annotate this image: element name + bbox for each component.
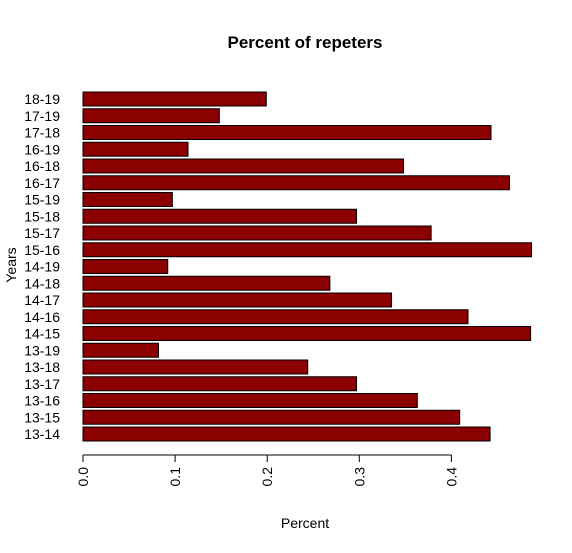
y-tick-label: 17-19 [24, 108, 60, 124]
y-tick-label: 13-14 [24, 426, 60, 442]
y-tick-label: 16-17 [24, 175, 60, 191]
bar-14-17 [82, 292, 393, 308]
y-tick-label: 15-19 [24, 192, 60, 208]
bar-13-14 [82, 426, 491, 442]
bar-15-17 [82, 225, 432, 241]
x-tick-label: 0.1 [167, 467, 183, 487]
bar-15-19 [82, 192, 173, 207]
x-axis-label: Percent [281, 515, 329, 531]
y-tick-label: 14-19 [24, 259, 60, 275]
y-tick-label: 13-18 [24, 359, 60, 375]
y-tick-label: 14-15 [24, 326, 60, 342]
bar-15-16 [82, 242, 533, 258]
bar-13-19 [82, 342, 160, 358]
bar-14-15 [82, 326, 532, 341]
bar-16-18 [82, 158, 405, 174]
bar-17-18 [82, 125, 492, 140]
chart-title: Percent of repeters [228, 33, 383, 52]
y-tick-label: 17-18 [24, 125, 60, 141]
y-tick-label: 14-17 [24, 292, 60, 308]
y-tick-label: 14-18 [24, 275, 60, 291]
y-tick-label: 13-15 [24, 409, 60, 425]
bar-15-18 [82, 208, 358, 224]
bars-group [82, 91, 533, 442]
bar-13-16 [82, 393, 418, 408]
y-tick-label: 14-16 [24, 309, 60, 325]
x-axis: 0.0 0.1 0.2 0.3 0.4 [75, 454, 459, 487]
x-tick-label: 0.3 [351, 467, 367, 487]
y-tick-labels: 13-1413-1513-1613-1713-1813-1914-1514-16… [24, 91, 60, 442]
y-axis-label: Years [3, 247, 19, 282]
bar-14-18 [82, 275, 331, 291]
x-tick-label: 0.0 [75, 467, 91, 487]
bar-14-19 [82, 259, 169, 274]
x-tick-label: 0.4 [443, 467, 459, 487]
y-tick-label: 18-19 [24, 91, 60, 107]
y-tick-label: 15-17 [24, 225, 60, 241]
bar-13-17 [82, 376, 358, 392]
bar-16-17 [82, 175, 510, 191]
bar-17-19 [82, 108, 220, 124]
bar-13-15 [82, 409, 461, 425]
y-tick-label: 16-18 [24, 158, 60, 174]
y-tick-label: 16-19 [24, 141, 60, 157]
y-tick-label: 15-18 [24, 208, 60, 224]
y-tick-label: 15-16 [24, 242, 60, 258]
bar-18-19 [82, 91, 267, 107]
bar-14-16 [82, 309, 469, 325]
y-tick-label: 13-16 [24, 393, 60, 409]
y-tick-label: 13-19 [24, 342, 60, 358]
bar-13-18 [82, 359, 309, 375]
bar-16-19 [82, 141, 189, 157]
x-tick-label: 0.2 [259, 467, 275, 487]
y-tick-label: 13-17 [24, 376, 60, 392]
